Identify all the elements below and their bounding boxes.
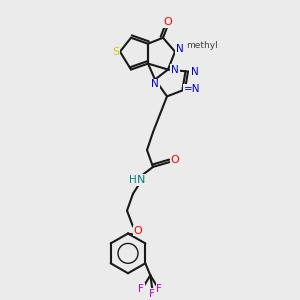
Text: F: F: [156, 284, 162, 294]
Text: H: H: [129, 175, 137, 185]
Text: methyl: methyl: [186, 41, 218, 50]
Text: O: O: [171, 155, 179, 165]
Text: O: O: [164, 17, 172, 27]
Text: F: F: [149, 289, 155, 299]
Text: N: N: [151, 80, 159, 89]
Text: N: N: [137, 175, 145, 185]
Text: =N: =N: [184, 84, 200, 94]
Text: N: N: [191, 67, 199, 76]
Text: S: S: [112, 47, 120, 57]
Text: O: O: [134, 226, 142, 236]
Text: N: N: [171, 64, 179, 75]
Text: N: N: [176, 44, 184, 54]
Text: F: F: [138, 284, 144, 294]
